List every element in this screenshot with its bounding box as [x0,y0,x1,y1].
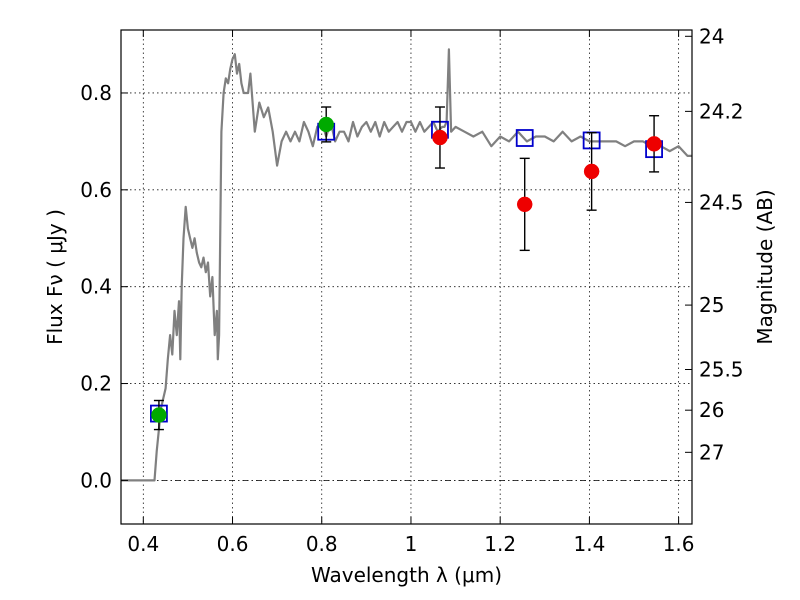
tick-layer: 0.4 0.6 0.8 1 1.2 1.4 1.6 0.0 0.2 0.4 0.6 0.8 24 24.2… [80,24,743,556]
right-tick-label: 25 [699,293,724,317]
y-tick-label: 0.8 [80,81,112,105]
right-tick-label: 26 [699,398,724,422]
sed-line-layer [121,48,692,482]
right-tick-label: 24 [699,24,724,48]
y-tick-label: 0.0 [80,468,112,492]
right-axis-label: Magnitude (AB) [753,189,777,344]
observed-point [432,129,448,146]
grid-lines [121,30,692,524]
right-tick-label: 25.5 [699,358,744,382]
y-tick-label: 0.4 [80,275,112,299]
right-tick-label: 24.5 [699,190,744,214]
y-tick-label: 0.2 [80,372,112,396]
observed-point [646,136,662,152]
observed-point [583,163,600,180]
observed-point [318,116,334,133]
x-tick-label: 0.4 [127,532,159,556]
right-tick-label: 27 [699,440,724,464]
observed-point [151,407,167,423]
x-axis-label: Wavelength λ (μm) [311,563,502,587]
model-square-marker [515,129,534,147]
observed-point [516,196,533,213]
y-tick-label: 0.6 [80,178,112,202]
y-axis-label: Flux Fν ( μJy ) [43,209,67,345]
marker-layer [150,106,663,431]
x-tick-label: 1.4 [573,532,605,556]
plot-frame [120,29,693,525]
x-tick-label: 0.6 [217,532,249,556]
x-tick-label: 1.6 [663,532,695,556]
x-tick-label: 1.2 [484,532,516,556]
x-tick-label: 0.8 [306,532,338,556]
sed-model-line [121,48,692,482]
right-tick-label: 24.2 [699,99,744,123]
x-tick-label: 1 [405,532,418,556]
